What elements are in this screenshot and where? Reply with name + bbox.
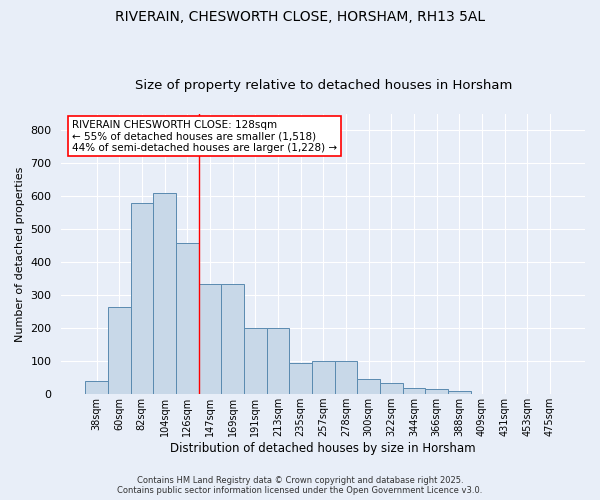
X-axis label: Distribution of detached houses by size in Horsham: Distribution of detached houses by size … — [170, 442, 476, 455]
Bar — [289, 363, 312, 394]
Bar — [221, 284, 244, 394]
Bar — [153, 193, 176, 394]
Bar — [335, 361, 357, 394]
Text: RIVERAIN, CHESWORTH CLOSE, HORSHAM, RH13 5AL: RIVERAIN, CHESWORTH CLOSE, HORSHAM, RH13… — [115, 10, 485, 24]
Bar — [380, 382, 403, 394]
Title: Size of property relative to detached houses in Horsham: Size of property relative to detached ho… — [134, 79, 512, 92]
Bar — [244, 328, 266, 394]
Text: Contains HM Land Registry data © Crown copyright and database right 2025.
Contai: Contains HM Land Registry data © Crown c… — [118, 476, 482, 495]
Bar — [108, 307, 131, 394]
Bar — [176, 242, 199, 394]
Bar — [357, 380, 380, 394]
Bar — [199, 284, 221, 394]
Bar — [448, 391, 470, 394]
Bar — [266, 328, 289, 394]
Bar — [312, 361, 335, 394]
Bar — [131, 203, 153, 394]
Y-axis label: Number of detached properties: Number of detached properties — [15, 166, 25, 342]
Bar — [403, 388, 425, 394]
Text: RIVERAIN CHESWORTH CLOSE: 128sqm
← 55% of detached houses are smaller (1,518)
44: RIVERAIN CHESWORTH CLOSE: 128sqm ← 55% o… — [72, 120, 337, 153]
Bar — [85, 381, 108, 394]
Bar — [425, 389, 448, 394]
